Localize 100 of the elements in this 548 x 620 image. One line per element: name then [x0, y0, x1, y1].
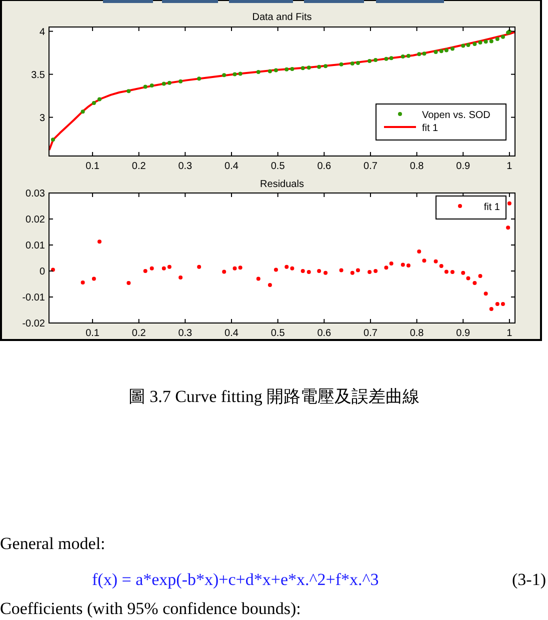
point	[356, 60, 360, 65]
x-tick-label: 0.3	[178, 328, 193, 339]
caption: 圖 3.7 Curve fitting 開路電壓及誤差曲線	[128, 387, 420, 406]
x-tick-label: 0.1	[86, 328, 100, 339]
x-tick-label: 0.5	[270, 161, 286, 172]
x-tick-label: 0.2	[132, 161, 146, 172]
x-tick-label: 0.7	[364, 161, 378, 172]
x-tick-label: 0.8	[410, 328, 424, 339]
point	[300, 269, 305, 273]
point	[368, 58, 372, 63]
point	[178, 276, 183, 280]
point	[507, 201, 512, 206]
point	[284, 67, 289, 72]
point	[506, 226, 510, 230]
point	[495, 302, 500, 306]
point	[339, 62, 344, 66]
point	[268, 69, 272, 74]
point	[422, 52, 426, 56]
point	[461, 44, 466, 48]
legend-label: fit 1	[484, 202, 500, 213]
point	[384, 266, 388, 270]
point	[92, 100, 96, 105]
point	[495, 37, 500, 42]
point	[439, 264, 444, 268]
point	[80, 110, 85, 114]
x-tick-label: 0.9	[456, 328, 471, 339]
point	[290, 266, 294, 270]
point	[167, 80, 172, 85]
point	[317, 64, 322, 69]
point	[324, 270, 328, 275]
text: General model:	[0, 534, 106, 553]
point	[256, 70, 260, 74]
y-tick-label: 0	[39, 266, 46, 278]
point	[374, 58, 378, 62]
point	[92, 276, 96, 281]
point	[306, 66, 311, 70]
point	[417, 52, 422, 56]
point	[444, 48, 448, 52]
point	[374, 269, 378, 273]
y-tick-label: -0.02	[22, 318, 46, 330]
point	[162, 266, 166, 270]
text: (3-1)	[512, 570, 546, 589]
point	[300, 66, 305, 70]
point	[284, 264, 289, 269]
point	[197, 76, 202, 81]
point	[368, 270, 372, 274]
text: Coefficients (with 95% confidence bounds):	[0, 599, 301, 618]
point	[461, 270, 466, 275]
point	[450, 46, 454, 51]
line-series	[48, 31, 516, 151]
y-tick-label: 3.5	[31, 70, 46, 81]
point	[384, 56, 388, 61]
point	[306, 270, 311, 274]
x-tick-label: 0.8	[410, 161, 424, 172]
x-tick-label: 0.4	[224, 328, 239, 339]
point	[466, 43, 470, 48]
point	[489, 39, 494, 44]
point	[389, 261, 394, 266]
point	[389, 56, 394, 60]
point	[274, 68, 278, 72]
point	[417, 250, 422, 254]
point	[222, 73, 226, 78]
point	[178, 79, 183, 84]
point	[406, 54, 410, 58]
point	[478, 40, 482, 44]
x-tick-label: 0.1	[86, 161, 100, 172]
point	[484, 292, 488, 296]
chart-title: Residuals	[260, 179, 304, 190]
point	[422, 258, 426, 263]
point	[484, 40, 488, 44]
point	[222, 270, 226, 274]
point	[434, 259, 438, 264]
x-tick-label: 0.9	[456, 161, 471, 172]
point	[268, 283, 272, 288]
x-tick-label: 0.6	[317, 328, 332, 339]
point	[97, 97, 102, 102]
x-tick-label: 0.7	[364, 328, 378, 339]
point	[500, 34, 505, 39]
y-tick-label: 0.03	[26, 188, 46, 200]
x-tick-label: 0.4	[224, 161, 239, 172]
point	[232, 266, 237, 270]
text: f(x) = a*exp(-b*x)+c+d*x+e*x.^2+f*x.^3	[92, 570, 379, 589]
x-tick-label: 0.2	[132, 328, 146, 339]
point	[472, 280, 477, 285]
point	[50, 268, 55, 272]
point	[274, 268, 278, 272]
y-tick-label: 3	[39, 112, 46, 124]
point	[126, 89, 131, 94]
point	[434, 50, 438, 54]
x-tick-label: 0.6	[317, 161, 332, 172]
point	[400, 262, 405, 267]
legend-label: Vopen vs. SOD	[422, 110, 490, 121]
point	[290, 66, 294, 71]
point	[466, 276, 470, 280]
y-tick-label: 0.01	[26, 240, 46, 252]
point	[162, 82, 166, 86]
point	[238, 72, 242, 76]
point	[350, 270, 354, 275]
point	[167, 264, 172, 269]
point	[256, 276, 260, 281]
